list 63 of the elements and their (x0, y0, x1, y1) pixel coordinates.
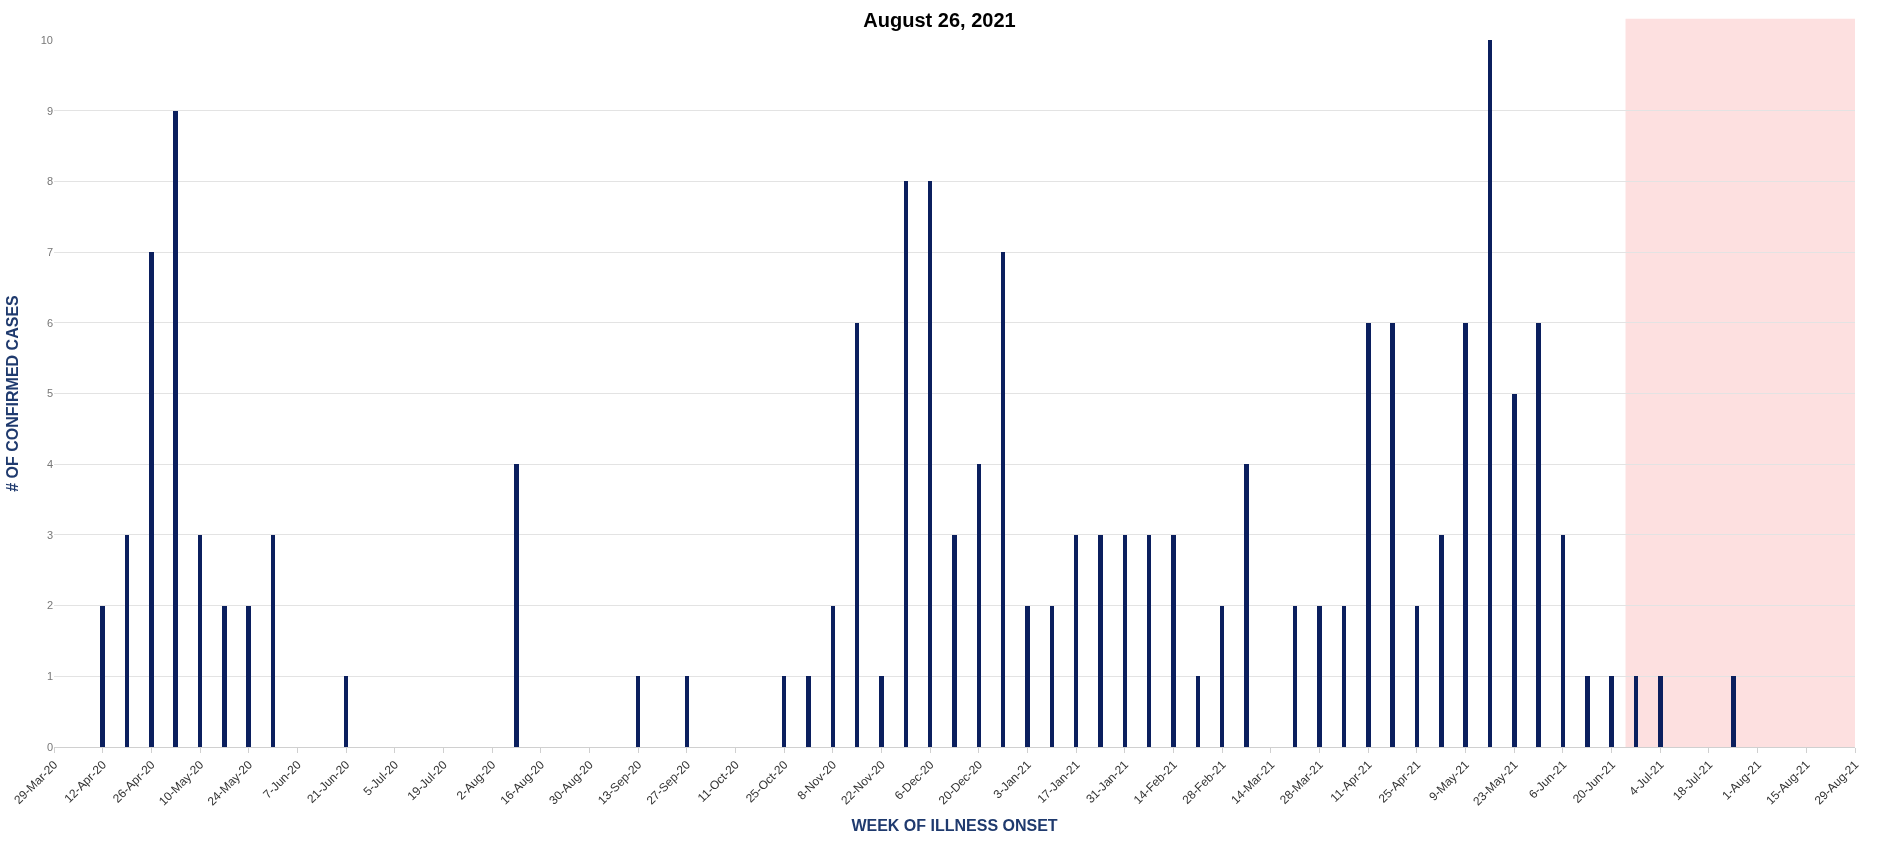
y-tick-label: 1 (46, 670, 53, 683)
bar (514, 464, 519, 747)
bar (831, 606, 835, 747)
bar (1293, 606, 1297, 747)
bar (928, 181, 932, 747)
bar (879, 676, 884, 747)
bar (1658, 676, 1663, 747)
chart-title: August 26, 2021 (863, 8, 1016, 31)
bar (1196, 676, 1200, 747)
y-tick-label: 7 (46, 245, 53, 258)
bar (271, 535, 275, 747)
y-tick-label: 6 (46, 316, 53, 329)
bar (1390, 323, 1395, 747)
bar (636, 676, 640, 747)
bar (149, 252, 154, 747)
y-tick-label: 0 (46, 740, 53, 753)
bar (806, 676, 811, 747)
bar (246, 606, 251, 747)
bar (782, 676, 786, 747)
bar (1463, 323, 1468, 747)
bar (198, 535, 202, 747)
y-tick-label: 2 (46, 599, 53, 612)
y-tick-label: 8 (46, 175, 53, 188)
bar (1001, 252, 1005, 747)
bar (1415, 606, 1419, 747)
bar (1488, 40, 1492, 747)
y-tick-label: 10 (40, 33, 53, 46)
bar (977, 464, 981, 747)
bar (1439, 535, 1444, 747)
y-tick-label: 4 (46, 458, 53, 471)
bar (1366, 323, 1371, 747)
bar (100, 606, 105, 747)
bar (1050, 606, 1054, 747)
bar (173, 111, 178, 747)
bar (685, 676, 689, 747)
y-tick-label: 9 (46, 104, 53, 117)
bar (1098, 535, 1103, 747)
x-axis-title: WEEK OF ILLNESS ONSET (851, 817, 1058, 835)
bar (344, 676, 348, 747)
bar (1220, 606, 1224, 747)
bar (125, 535, 129, 747)
bar (1244, 464, 1249, 747)
bar (1536, 323, 1541, 747)
bar (1731, 676, 1736, 747)
bar (1512, 394, 1517, 747)
bar (1123, 535, 1127, 747)
bar (1074, 535, 1078, 747)
bar (855, 323, 859, 747)
bar (222, 606, 227, 747)
bar (1171, 535, 1176, 747)
bar (952, 535, 957, 747)
bar (1634, 676, 1638, 747)
y-tick-label: 5 (46, 387, 53, 400)
bar (1561, 535, 1565, 747)
bar (1317, 606, 1322, 747)
bar (1609, 676, 1614, 747)
bar (904, 181, 908, 747)
bar (1147, 535, 1151, 747)
bar (1585, 676, 1590, 747)
y-tick-label: 3 (46, 528, 53, 541)
bar (1342, 606, 1346, 747)
bar (1025, 606, 1030, 747)
y-axis-title: # OF CONFIRMED CASES (3, 294, 21, 492)
